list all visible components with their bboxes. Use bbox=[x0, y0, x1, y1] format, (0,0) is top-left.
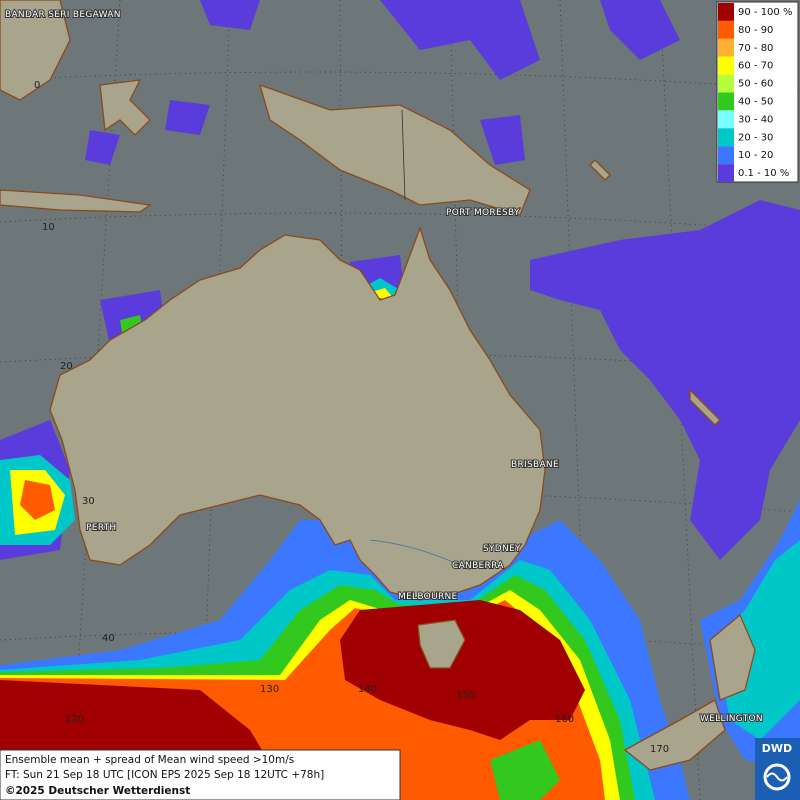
probability-area-low bbox=[0, 0, 800, 560]
legend-swatch bbox=[718, 110, 734, 129]
city-label: BANDAR SERI BEGAWAN bbox=[5, 10, 121, 20]
grid-label: 30 bbox=[82, 496, 95, 507]
grid-label: 0 bbox=[34, 80, 40, 91]
logo-icon bbox=[766, 772, 788, 782]
city-label: SYDNEY bbox=[483, 544, 521, 554]
city-label: PERTH bbox=[86, 523, 116, 533]
grid-label: 120 bbox=[65, 714, 84, 725]
legend-swatch bbox=[718, 20, 734, 39]
legend-swatch bbox=[718, 3, 734, 21]
probability-area-90 bbox=[340, 600, 585, 740]
legend-label: 60 - 70 bbox=[738, 61, 773, 72]
legend-swatch bbox=[718, 38, 734, 57]
legend-label: 30 - 40 bbox=[738, 114, 773, 125]
legend-label: 40 - 50 bbox=[738, 97, 773, 108]
grid-label: 140 bbox=[358, 684, 377, 695]
grid-label: 20 bbox=[60, 361, 73, 372]
legend-swatch bbox=[718, 74, 734, 93]
legend-swatch bbox=[718, 164, 734, 182]
legend: 90 - 100 % 80 - 90 70 - 80 60 - 70 50 - 60 40… bbox=[716, 1, 799, 183]
city-label: CANBERRA bbox=[452, 561, 504, 571]
legend-swatch bbox=[718, 56, 734, 75]
legend-label: 90 - 100 % bbox=[738, 7, 792, 18]
footer-box bbox=[0, 749, 401, 800]
land bbox=[0, 0, 756, 771]
grid-label: 160 bbox=[555, 714, 574, 725]
footer-text: FT: Sun 21 Sep 18 UTC [ICON EPS 2025 Sep… bbox=[5, 769, 324, 781]
footer-copyright: ©2025 Deutscher Wetterdienst bbox=[5, 785, 190, 797]
legend-label: 70 - 80 bbox=[738, 43, 773, 54]
grid-label: 10 bbox=[42, 222, 55, 233]
grid-label: 150 bbox=[456, 690, 475, 701]
probability-area-40 bbox=[490, 740, 560, 800]
river bbox=[369, 539, 471, 571]
legend-label: 0.1 - 10 % bbox=[738, 168, 789, 179]
city-label: MELBOURNE bbox=[398, 592, 458, 602]
grid-label: 130 bbox=[260, 684, 279, 695]
legend-label: 50 - 60 bbox=[738, 79, 773, 90]
logo-text: DWD bbox=[762, 742, 792, 755]
legend-swatch bbox=[718, 128, 734, 147]
city-label: BRISBANE bbox=[511, 460, 559, 470]
city-label: PORT MORESBY bbox=[446, 208, 520, 218]
grid-label: 40 bbox=[102, 633, 115, 644]
legend-label: 20 - 30 bbox=[738, 132, 773, 143]
probability-area-80 bbox=[20, 480, 55, 520]
city-label: WELLINGTON bbox=[700, 714, 763, 724]
legend-swatch bbox=[718, 146, 734, 165]
legend-label: 80 - 90 bbox=[738, 25, 773, 36]
legend-label: 10 - 20 bbox=[738, 150, 773, 161]
logo-icon bbox=[763, 763, 791, 791]
grid-label: 170 bbox=[650, 744, 669, 755]
legend-swatch bbox=[718, 92, 734, 111]
footer-text: Ensemble mean + spread of Mean wind spee… bbox=[5, 754, 294, 766]
border bbox=[401, 109, 406, 201]
